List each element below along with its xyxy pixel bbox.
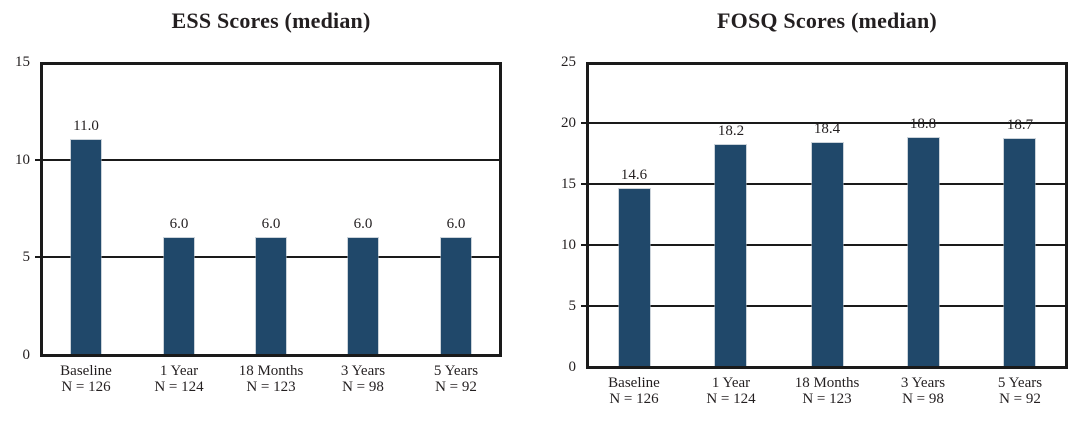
gridline-y10 bbox=[35, 159, 502, 161]
y-axis-tick-label: 15 bbox=[15, 54, 30, 70]
x-axis-category-label: 3 Years N = 98 bbox=[873, 375, 973, 407]
y-axis-tick-label: 10 bbox=[15, 152, 30, 168]
category-name: 5 Years bbox=[433, 363, 479, 379]
category-name: 1 Year bbox=[711, 375, 751, 391]
category-n-count: N = 126 bbox=[61, 378, 111, 395]
y-axis-tick-label: 5 bbox=[568, 298, 577, 314]
category-n-count: N = 123 bbox=[246, 378, 296, 395]
bar-value-label: 18.8 bbox=[909, 116, 937, 132]
category-name: 1 Year bbox=[159, 363, 199, 379]
bar-1-year bbox=[164, 238, 194, 355]
bar-18-months bbox=[256, 238, 286, 355]
category-n-count: N = 92 bbox=[999, 390, 1041, 407]
y-axis-tick-label: 0 bbox=[22, 347, 31, 363]
bar-value-label: 6.0 bbox=[446, 216, 466, 232]
bar-5-years bbox=[441, 238, 471, 355]
bar-baseline bbox=[71, 140, 101, 355]
y-axis-tick-label: 5 bbox=[22, 249, 31, 265]
bar-value-label: 14.6 bbox=[620, 167, 648, 183]
x-axis-category-label: Baseline N = 126 bbox=[584, 375, 684, 407]
category-name: 3 Years bbox=[340, 363, 386, 379]
bar-3-years bbox=[348, 238, 378, 355]
category-n-count: N = 92 bbox=[435, 378, 477, 395]
category-n-count: N = 126 bbox=[609, 390, 659, 407]
bar-18-months bbox=[812, 143, 843, 367]
fosq-chart-title: FOSQ Scores (median) bbox=[717, 8, 937, 33]
category-n-count: N = 98 bbox=[902, 390, 944, 407]
x-axis-category-label: Baseline N = 126 bbox=[36, 363, 136, 395]
bar-value-label: 18.7 bbox=[1006, 117, 1034, 133]
bar-value-label: 6.0 bbox=[261, 216, 281, 232]
x-axis-category-label: 3 Years N = 98 bbox=[313, 363, 413, 395]
x-axis-category-label: 18 Months N = 123 bbox=[221, 363, 321, 395]
y-axis-tick-label: 20 bbox=[561, 115, 576, 131]
y-axis-tick-label: 0 bbox=[568, 359, 577, 375]
category-n-count: N = 123 bbox=[802, 390, 852, 407]
bar-value-label: 11.0 bbox=[73, 118, 99, 134]
category-name: 18 Months bbox=[238, 363, 304, 379]
x-axis-category-label: 5 Years N = 92 bbox=[406, 363, 506, 395]
category-name: 18 Months bbox=[794, 375, 860, 391]
bar-value-label: 18.2 bbox=[717, 123, 745, 139]
x-axis-category-label: 1 Year N = 124 bbox=[681, 375, 781, 407]
x-axis-category-label: 5 Years N = 92 bbox=[970, 375, 1070, 407]
gridline-y20 bbox=[581, 122, 1068, 124]
category-name: Baseline bbox=[60, 363, 112, 379]
fosq-chart: FOSQ Scores (median) 0 5 10 15 20 25 14.6 Basel… bbox=[543, 0, 1086, 422]
bar-5-years bbox=[1004, 139, 1035, 367]
bar-value-label: 18.4 bbox=[813, 121, 841, 137]
bar-1-year bbox=[715, 145, 746, 367]
category-name: Baseline bbox=[608, 375, 660, 391]
category-n-count: N = 98 bbox=[342, 378, 384, 395]
x-axis-category-label: 18 Months N = 123 bbox=[777, 375, 877, 407]
y-axis-tick-label: 25 bbox=[561, 54, 576, 70]
bar-3-years bbox=[908, 138, 939, 367]
category-name: 3 Years bbox=[900, 375, 946, 391]
y-axis-tick-label: 15 bbox=[561, 176, 576, 192]
bar-value-label: 6.0 bbox=[169, 216, 189, 232]
category-n-count: N = 124 bbox=[706, 390, 756, 407]
y-axis-tick-label: 10 bbox=[561, 237, 576, 253]
ess-chart-title: ESS Scores (median) bbox=[171, 8, 371, 33]
bar-baseline bbox=[619, 189, 650, 367]
bar-value-label: 6.0 bbox=[353, 216, 373, 232]
x-axis-category-label: 1 Year N = 124 bbox=[129, 363, 229, 395]
ess-chart: ESS Scores (median) 0 5 10 15 11.0 Baseline N … bbox=[15, 8, 506, 395]
category-n-count: N = 124 bbox=[154, 378, 204, 395]
category-name: 5 Years bbox=[997, 375, 1043, 391]
